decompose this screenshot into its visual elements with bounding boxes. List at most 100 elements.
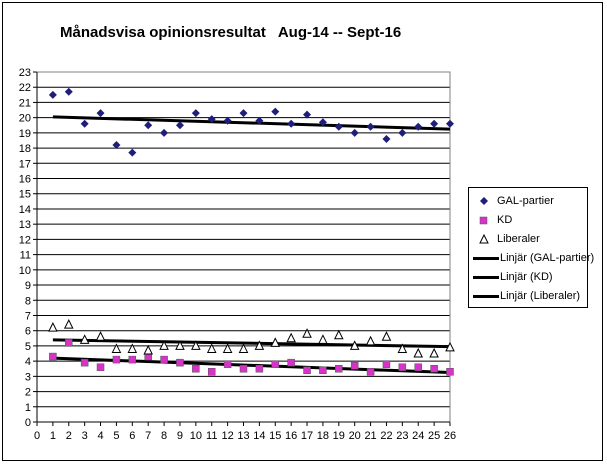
y-tick-label: 0 xyxy=(25,417,31,429)
liberaler-point xyxy=(191,340,201,350)
liberaler-point xyxy=(413,347,424,358)
x-tick-label: 1 xyxy=(50,430,56,442)
y-tick-label: 7 xyxy=(25,310,31,322)
kd-point xyxy=(430,364,438,373)
legend-label-trend-gal: Linjär (GAL-partier) xyxy=(500,252,595,264)
x-tick-label: 15 xyxy=(269,430,281,442)
liberaler-point xyxy=(48,322,58,332)
liberaler-point xyxy=(254,340,265,350)
y-tick-label: 5 xyxy=(25,341,31,353)
gal-point xyxy=(446,119,454,128)
x-tick-label: 10 xyxy=(190,430,202,442)
x-tick-label: 22 xyxy=(380,430,392,442)
y-tick-label: 4 xyxy=(25,356,31,368)
legend-diamond-marker xyxy=(480,197,488,205)
kd-point xyxy=(335,364,343,373)
y-tick-label: 19 xyxy=(19,128,31,140)
kd-point xyxy=(49,352,57,361)
legend-item-trend-gal: Linjär (GAL-partier) xyxy=(469,249,594,267)
gal-point xyxy=(255,116,264,125)
x-tick-label: 21 xyxy=(364,430,376,442)
legend-trend-line xyxy=(473,295,499,298)
liberaler-point xyxy=(286,332,296,343)
y-tick-label: 21 xyxy=(19,97,31,109)
kd-point xyxy=(303,366,311,375)
y-tick-label: 1 xyxy=(25,402,31,414)
legend-label-liberaler: Liberaler xyxy=(497,233,540,245)
x-tick-label: 17 xyxy=(301,430,313,442)
legend-item-trend-liberaler: Linjär (Liberaler) xyxy=(469,287,587,305)
x-tick-label: 0 xyxy=(34,430,40,442)
x-tick-label: 24 xyxy=(412,430,424,442)
y-tick-label: 13 xyxy=(19,219,31,231)
liberaler-point xyxy=(206,343,217,353)
gal-point xyxy=(175,121,184,130)
y-tick-label: 3 xyxy=(25,371,31,383)
y-tick-label: 14 xyxy=(19,204,31,216)
kd-point xyxy=(446,368,454,376)
liberaler-point xyxy=(429,347,439,358)
x-tick-label: 14 xyxy=(253,430,265,442)
liberaler-point xyxy=(445,341,455,352)
x-tick-label: 26 xyxy=(444,430,456,442)
x-tick-label: 12 xyxy=(221,430,233,442)
gal-point xyxy=(303,110,312,119)
gal-point xyxy=(128,148,137,157)
y-tick-label: 16 xyxy=(19,174,31,186)
kd-point xyxy=(207,368,216,376)
legend-item-trend-kd: Linjär (KD) xyxy=(469,268,587,286)
x-tick-label: 16 xyxy=(285,430,297,442)
liberaler-point xyxy=(127,343,138,353)
legend-label-trend-kd: Linjär (KD) xyxy=(500,271,553,283)
legend-item-kd: KD xyxy=(469,211,587,229)
y-tick-label: 6 xyxy=(25,326,31,338)
kd-point xyxy=(80,358,89,367)
y-tick-label: 10 xyxy=(19,265,31,277)
y-tick-label: 23 xyxy=(19,67,31,79)
liberaler-point xyxy=(238,343,249,353)
gal-point xyxy=(287,119,296,128)
x-tick-label: 2 xyxy=(66,430,72,442)
gal-point xyxy=(144,121,153,130)
kd-point xyxy=(255,364,264,373)
gal-point xyxy=(112,141,121,150)
gal-point xyxy=(239,109,248,118)
legend-triangle-marker xyxy=(479,233,489,244)
x-tick-label: 18 xyxy=(317,430,329,442)
gal-point xyxy=(366,122,375,131)
liberaler-point xyxy=(381,331,392,341)
kd-point xyxy=(382,360,391,368)
y-tick-label: 22 xyxy=(19,82,31,94)
legend-trend-line xyxy=(473,257,499,260)
kd-point xyxy=(287,358,295,367)
x-tick-label: 4 xyxy=(97,430,103,442)
trendline-2 xyxy=(52,338,451,349)
liberaler-point xyxy=(79,334,90,344)
kd-point xyxy=(414,363,422,371)
gal-point xyxy=(350,128,359,137)
kd-point xyxy=(366,368,375,376)
gal-point xyxy=(64,87,73,96)
kd-point xyxy=(398,363,407,371)
chart-title: Månadsvisa opinionsresultat Aug-14 -- Se… xyxy=(60,24,402,41)
legend-label-gal: GAL-partier xyxy=(497,195,554,207)
x-tick-label: 8 xyxy=(161,430,167,442)
gal-point xyxy=(398,128,407,137)
liberaler-point xyxy=(143,344,154,355)
x-tick-label: 5 xyxy=(113,430,119,442)
liberaler-point xyxy=(175,340,185,350)
liberaler-point xyxy=(365,335,376,346)
y-tick-label: 15 xyxy=(19,189,31,201)
legend-label-trend-liberaler: Linjär (Liberaler) xyxy=(500,290,581,302)
gal-point xyxy=(430,119,439,128)
x-tick-label: 25 xyxy=(428,430,440,442)
gal-point xyxy=(48,90,57,99)
gal-point xyxy=(160,128,169,137)
gal-point xyxy=(223,116,232,125)
liberaler-point xyxy=(111,343,122,353)
legend-label-kd: KD xyxy=(497,214,513,226)
liberaler-point xyxy=(302,328,312,338)
kd-point xyxy=(319,366,327,375)
x-tick-label: 6 xyxy=(129,430,135,442)
